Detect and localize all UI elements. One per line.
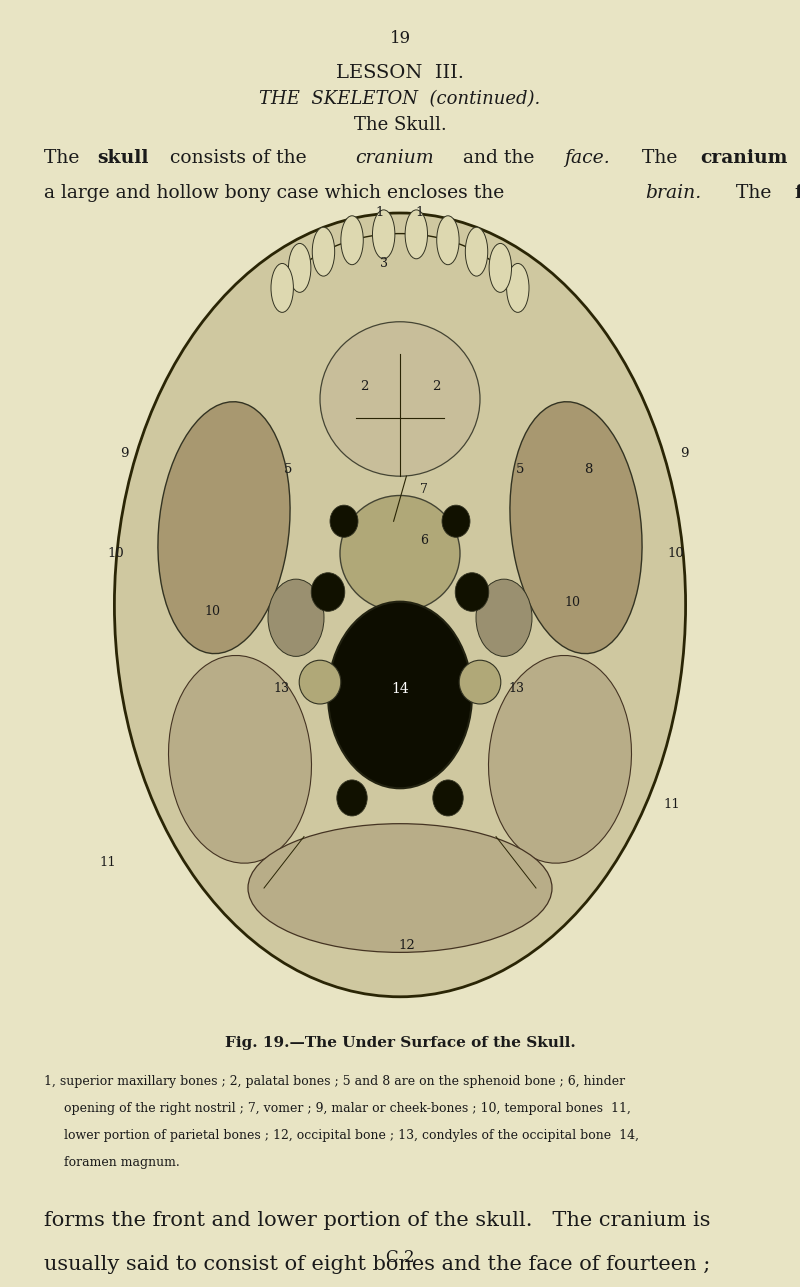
Text: 8: 8 bbox=[584, 463, 592, 476]
Text: 12: 12 bbox=[398, 940, 414, 952]
Text: The: The bbox=[624, 149, 683, 167]
Ellipse shape bbox=[114, 212, 686, 996]
Ellipse shape bbox=[271, 264, 294, 313]
Text: foramen magnum.: foramen magnum. bbox=[64, 1156, 180, 1169]
Text: 1, superior maxillary bones ; 2, palatal bones ; 5 and 8 are on the sphenoid bon: 1, superior maxillary bones ; 2, palatal… bbox=[44, 1075, 625, 1088]
Ellipse shape bbox=[466, 228, 488, 277]
Text: 6: 6 bbox=[420, 534, 428, 547]
Text: face.: face. bbox=[565, 149, 610, 167]
Ellipse shape bbox=[312, 228, 334, 277]
Ellipse shape bbox=[373, 210, 395, 259]
Ellipse shape bbox=[268, 579, 324, 656]
Ellipse shape bbox=[489, 655, 631, 864]
Text: 2: 2 bbox=[432, 380, 440, 393]
Ellipse shape bbox=[340, 495, 460, 611]
Text: The Skull.: The Skull. bbox=[354, 116, 446, 134]
Text: THE  SKELETON  (continued).: THE SKELETON (continued). bbox=[259, 90, 541, 108]
Text: 5: 5 bbox=[516, 463, 524, 476]
Text: 1: 1 bbox=[376, 206, 384, 219]
Ellipse shape bbox=[330, 506, 358, 538]
Text: usually said to consist of eight bones and the face of fourteen ;: usually said to consist of eight bones a… bbox=[44, 1255, 710, 1274]
Ellipse shape bbox=[320, 322, 480, 476]
Ellipse shape bbox=[476, 579, 532, 656]
Ellipse shape bbox=[248, 824, 552, 952]
Ellipse shape bbox=[169, 655, 311, 864]
Ellipse shape bbox=[489, 243, 511, 292]
Ellipse shape bbox=[299, 660, 341, 704]
Ellipse shape bbox=[433, 780, 463, 816]
Text: 13: 13 bbox=[274, 682, 290, 695]
Text: 3: 3 bbox=[380, 257, 388, 270]
Ellipse shape bbox=[337, 780, 367, 816]
Text: 11: 11 bbox=[664, 798, 680, 811]
Text: 10: 10 bbox=[204, 605, 220, 618]
Ellipse shape bbox=[510, 402, 642, 654]
Ellipse shape bbox=[405, 210, 427, 259]
Ellipse shape bbox=[311, 573, 345, 611]
Text: 14: 14 bbox=[391, 682, 409, 695]
Text: 9: 9 bbox=[680, 447, 688, 459]
Text: 19: 19 bbox=[390, 30, 410, 46]
Text: 13: 13 bbox=[508, 682, 524, 695]
Ellipse shape bbox=[289, 243, 311, 292]
Text: C 2: C 2 bbox=[386, 1250, 414, 1266]
Ellipse shape bbox=[341, 216, 363, 265]
Ellipse shape bbox=[455, 573, 489, 611]
Text: face: face bbox=[795, 184, 800, 202]
Text: Fig. 19.—The Under Surface of the Skull.: Fig. 19.—The Under Surface of the Skull. bbox=[225, 1036, 575, 1050]
Text: and the: and the bbox=[457, 149, 541, 167]
Ellipse shape bbox=[158, 402, 290, 654]
Text: The: The bbox=[718, 184, 778, 202]
Text: brain.: brain. bbox=[646, 184, 702, 202]
Text: 10: 10 bbox=[668, 547, 684, 560]
Text: 7: 7 bbox=[420, 483, 428, 495]
Ellipse shape bbox=[506, 264, 529, 313]
Text: consists of the: consists of the bbox=[164, 149, 313, 167]
Text: 11: 11 bbox=[100, 856, 116, 869]
Text: 10: 10 bbox=[108, 547, 124, 560]
Ellipse shape bbox=[459, 660, 501, 704]
Ellipse shape bbox=[328, 602, 472, 788]
Text: 9: 9 bbox=[120, 447, 128, 459]
Text: 5: 5 bbox=[284, 463, 292, 476]
Text: 1: 1 bbox=[416, 206, 424, 219]
Text: a large and hollow bony case which encloses the: a large and hollow bony case which enclo… bbox=[44, 184, 510, 202]
Text: LESSON  III.: LESSON III. bbox=[336, 64, 464, 82]
Text: skull: skull bbox=[98, 149, 149, 167]
Ellipse shape bbox=[437, 216, 459, 265]
Text: cranium: cranium bbox=[700, 149, 788, 167]
Text: lower portion of parietal bones ; 12, occipital bone ; 13, condyles of the occip: lower portion of parietal bones ; 12, oc… bbox=[64, 1129, 639, 1142]
Ellipse shape bbox=[442, 506, 470, 538]
Text: 10: 10 bbox=[564, 596, 580, 609]
Text: cranium: cranium bbox=[356, 149, 434, 167]
Text: 2: 2 bbox=[360, 380, 368, 393]
Text: forms the front and lower portion of the skull.   The cranium is: forms the front and lower portion of the… bbox=[44, 1211, 710, 1230]
Text: The: The bbox=[44, 149, 86, 167]
Text: opening of the right nostril ; 7, vomer ; 9, malar or cheek-bones ; 10, temporal: opening of the right nostril ; 7, vomer … bbox=[64, 1102, 631, 1115]
